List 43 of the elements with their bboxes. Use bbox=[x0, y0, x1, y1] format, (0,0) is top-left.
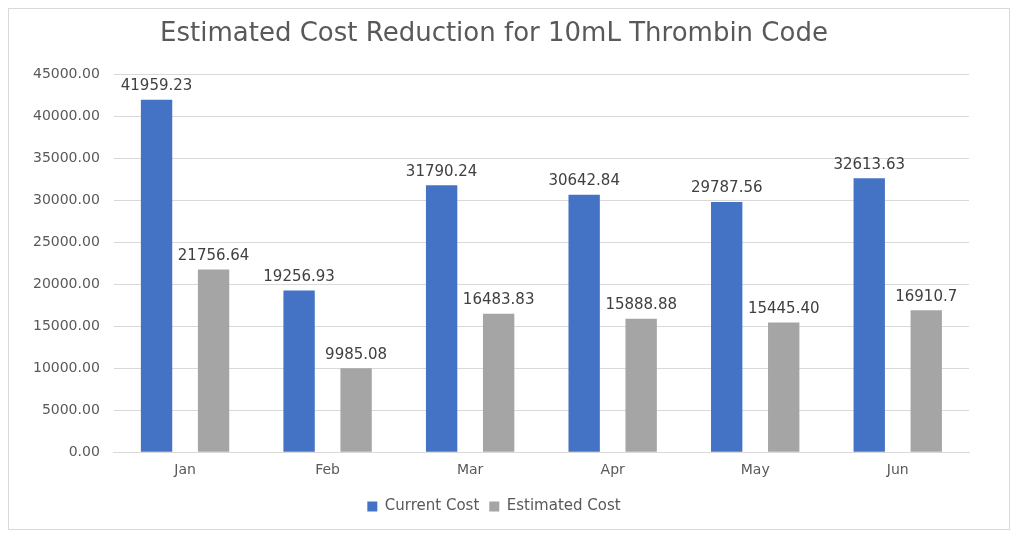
data-label: 21756.64 bbox=[177, 245, 250, 264]
data-label: 15888.88 bbox=[605, 295, 677, 314]
data-label: 31790.24 bbox=[405, 161, 478, 180]
bar bbox=[340, 368, 372, 452]
data-label: 29787.56 bbox=[690, 178, 763, 197]
y-tick-label: 35000.00 bbox=[32, 148, 100, 165]
y-tick-label: 15000.00 bbox=[32, 316, 100, 333]
y-tick-label: 40000.00 bbox=[32, 106, 100, 123]
y-tick-label: 5000.00 bbox=[41, 400, 100, 417]
data-label: 15445.40 bbox=[747, 298, 820, 317]
x-tick-label: May bbox=[740, 461, 770, 478]
bar bbox=[568, 194, 600, 452]
x-tick-label: Mar bbox=[456, 461, 484, 478]
data-label: 41959.23 bbox=[120, 76, 193, 95]
y-tick-label: 10000.00 bbox=[32, 358, 100, 375]
data-label: 32613.63 bbox=[833, 154, 906, 173]
x-tick-label: Feb bbox=[315, 461, 341, 478]
x-tick-label: Jun bbox=[885, 461, 909, 478]
y-tick-label: 30000.00 bbox=[32, 190, 100, 207]
bar bbox=[910, 310, 942, 452]
bar bbox=[625, 318, 657, 452]
y-tick-label: 45000.00 bbox=[32, 64, 100, 81]
chart-title: Estimated Cost Reduction for 10mL Thrombin Code bbox=[160, 17, 828, 48]
data-label: 30642.84 bbox=[548, 171, 620, 190]
x-tick-label: Apr bbox=[600, 461, 626, 478]
bar bbox=[711, 201, 743, 452]
bar bbox=[425, 185, 458, 452]
bar bbox=[768, 322, 800, 452]
data-label: 19256.93 bbox=[263, 266, 335, 285]
bar bbox=[197, 269, 230, 452]
data-label: 9985.08 bbox=[325, 344, 388, 363]
y-tick-label: 0.00 bbox=[68, 442, 100, 459]
y-tick-label: 20000.00 bbox=[32, 274, 100, 291]
bar bbox=[853, 178, 885, 452]
bar bbox=[482, 313, 515, 452]
data-label: 16483.83 bbox=[462, 290, 535, 309]
bar bbox=[283, 290, 315, 452]
y-tick-label: 25000.00 bbox=[32, 232, 100, 249]
x-tick-label: Jan bbox=[173, 461, 196, 478]
bar bbox=[140, 99, 173, 452]
legend-label: Estimated Cost bbox=[506, 496, 621, 515]
legend-label: Current Cost bbox=[384, 496, 480, 515]
data-label: 16910.7 bbox=[895, 286, 958, 305]
